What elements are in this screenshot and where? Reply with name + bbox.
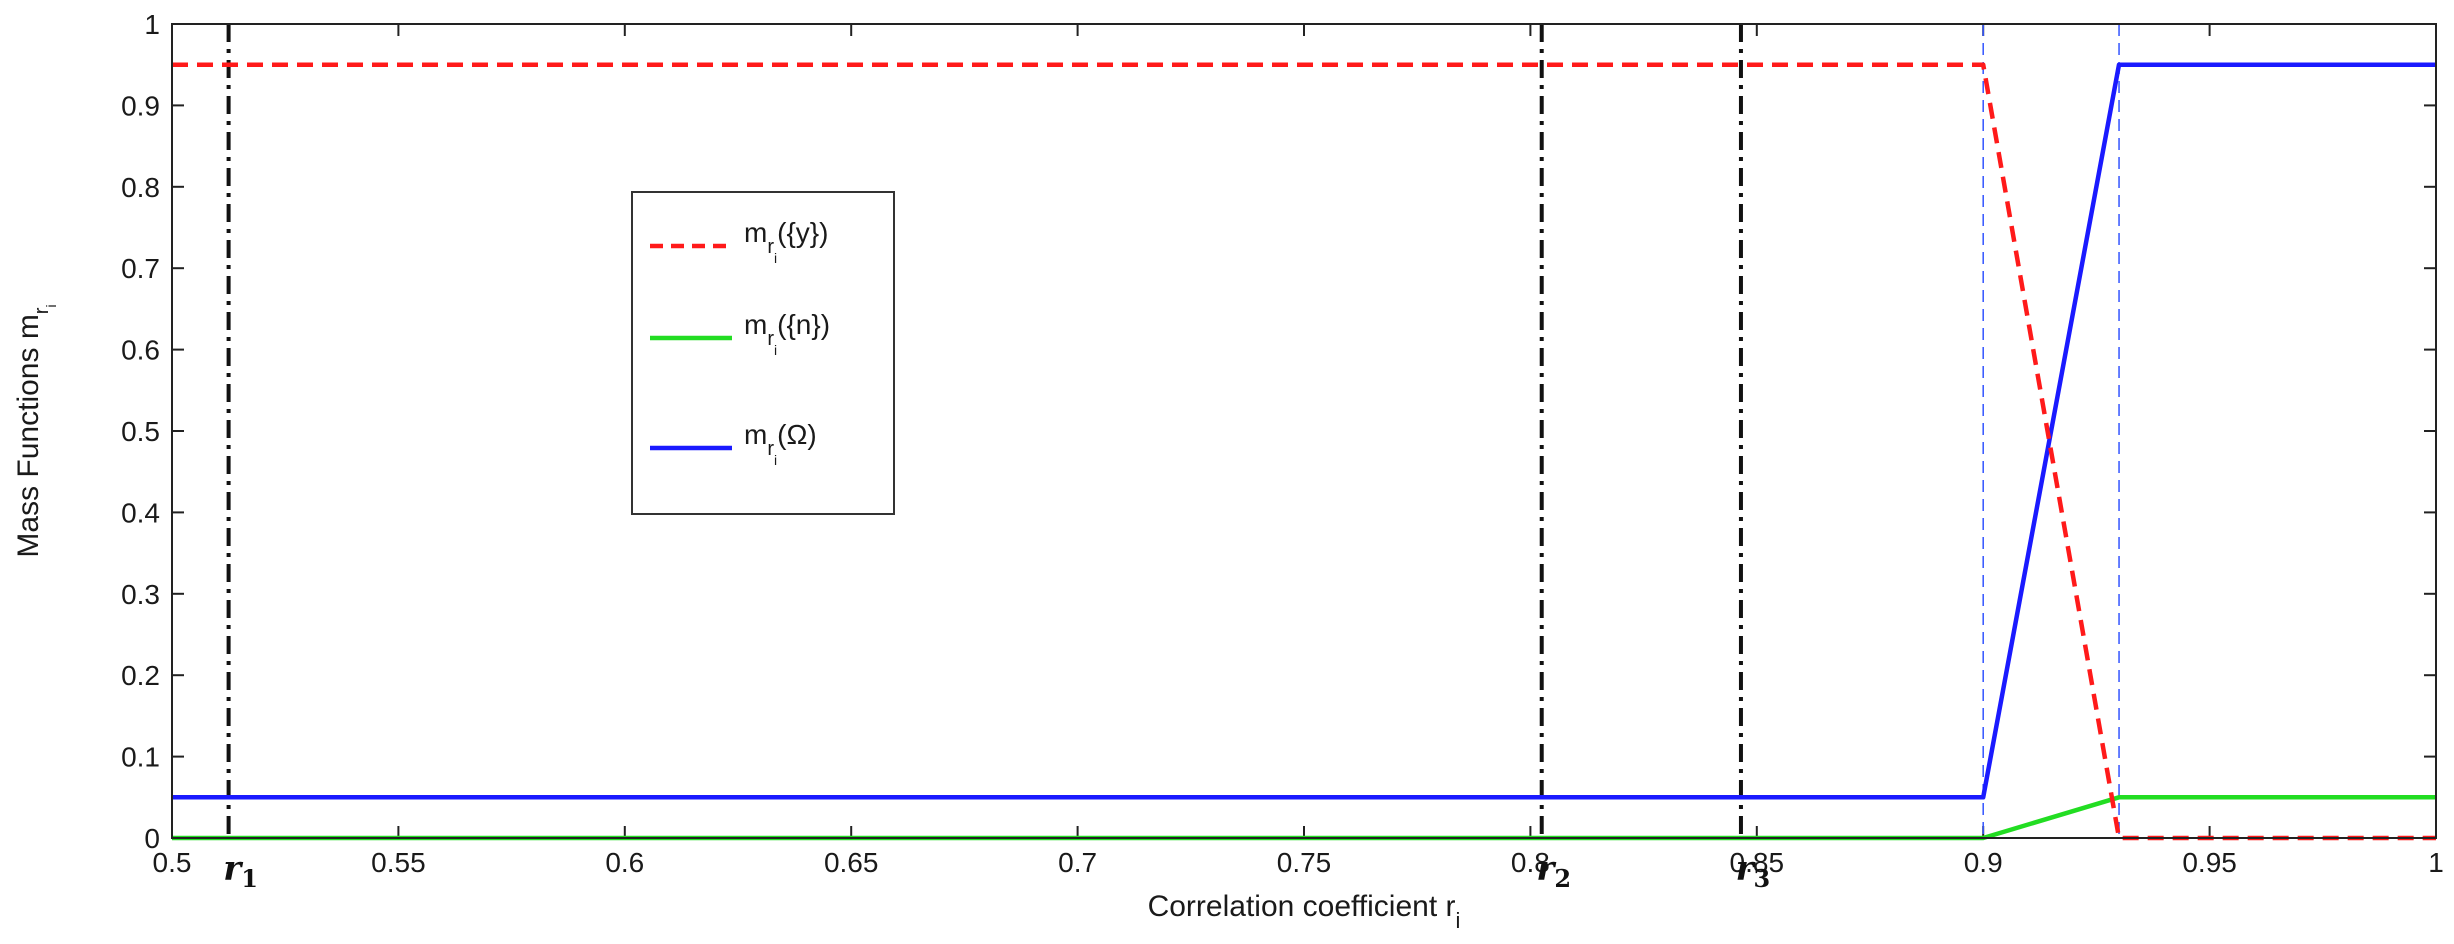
x-tick-label: 0.55 [371, 847, 426, 878]
y-tick-label: 0.1 [121, 742, 160, 773]
y-tick-label: 0.4 [121, 497, 160, 528]
x-tick-label: 0.5 [153, 847, 192, 878]
x-tick-label: 0.6 [605, 847, 644, 878]
legend-label-main: m [744, 309, 767, 340]
legend-label-subsub: i [774, 342, 777, 358]
legend-label-suffix: (Ω) [777, 419, 817, 450]
x-tick-label: 0.85 [1730, 847, 1785, 878]
legend-label-sub: r [767, 328, 774, 350]
legend-label-sub: r [767, 438, 774, 460]
y-tick-label: 0.3 [121, 579, 160, 610]
marker-label-r2: r2 [1536, 849, 1571, 893]
y-tick-label: 0.6 [121, 335, 160, 366]
marker-subscript: 3 [1754, 864, 1771, 893]
legend-label-suffix: ({y}) [777, 217, 828, 248]
legend-label-main: m [744, 419, 767, 450]
x-tick-label: 0.65 [824, 847, 879, 878]
marker-symbol: r [1736, 849, 1756, 889]
legend-label-subsub: i [774, 452, 777, 468]
legend-label-sub: r [767, 236, 774, 258]
legend-label-0: mri({y}) [744, 217, 828, 266]
marker-label-r3: r3 [1736, 849, 1771, 893]
marker-subscript: 2 [1554, 864, 1571, 893]
plot-area [172, 24, 2436, 838]
y-tick-label: 0 [144, 823, 160, 854]
y-tick-label: 0.7 [121, 253, 160, 284]
marker-subscript: 1 [241, 864, 258, 893]
x-tick-label: 0.8 [1511, 847, 1550, 878]
marker-symbol: r [223, 849, 243, 889]
legend-label-1: mri({n}) [744, 309, 830, 358]
axes-frame [171, 23, 2437, 839]
series-line-2 [172, 62, 2436, 800]
x-tick-label: 0.7 [1058, 847, 1097, 878]
x-tick-label: 1 [2428, 847, 2444, 878]
y-axis-title-sub: r [31, 307, 53, 314]
x-axis-title-main: Correlation coefficient r [1148, 890, 1456, 923]
marker-symbol: r [1536, 849, 1556, 889]
y-axis-title: Mass Functions mri [12, 304, 59, 557]
y-tick-label: 0.5 [121, 416, 160, 447]
y-tick-label: 0.9 [121, 90, 160, 121]
x-axis-title-sub: i [1456, 908, 1461, 933]
x-tick-label: 0.75 [1277, 847, 1332, 878]
legend-label-main: m [744, 217, 767, 248]
y-axis-title-main: Mass Functions m [12, 314, 45, 557]
legend-label-suffix: ({n}) [777, 309, 830, 340]
y-tick-label: 1 [144, 9, 160, 40]
marker-label-r1: r1 [223, 849, 258, 893]
x-axis-title: Correlation coefficient ri [1148, 890, 1461, 933]
legend-label-2: mri(Ω) [744, 419, 817, 468]
x-tick-label: 0.9 [1964, 847, 2003, 878]
legend-label-subsub: i [774, 250, 777, 266]
y-tick-label: 0.8 [121, 172, 160, 203]
y-tick-label: 0.2 [121, 660, 160, 691]
x-tick-label: 0.95 [2182, 847, 2237, 878]
y-axis-title-subsub: i [43, 304, 59, 307]
